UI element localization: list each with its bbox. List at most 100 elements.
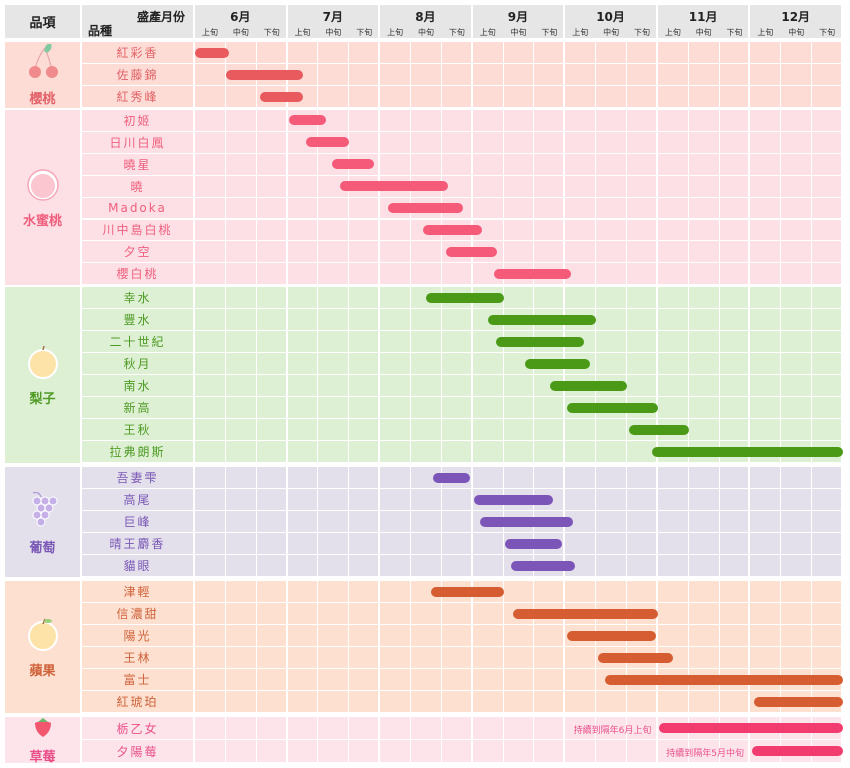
decade-label: 上旬 — [387, 28, 404, 37]
variety-row: 王秋 — [82, 419, 843, 440]
grid-cell — [318, 717, 349, 739]
grid-cell — [195, 669, 225, 690]
grid-cell — [534, 131, 564, 153]
variety-row: 拉弗朗斯 — [82, 441, 843, 462]
grid-cell — [812, 467, 841, 488]
grid-cell — [565, 42, 596, 63]
variety-row: 初姬 — [82, 110, 843, 131]
grid-cell — [225, 603, 256, 624]
grid-cell — [627, 555, 656, 576]
grid-cell — [411, 309, 441, 330]
grid-cell — [719, 625, 749, 646]
variety-label: 巨峰 — [82, 511, 193, 532]
season-bar — [566, 630, 657, 641]
grid-cell — [534, 153, 564, 175]
grid-cell — [472, 263, 503, 285]
decade-label: 中旬 — [325, 28, 342, 37]
grid-cell — [318, 511, 349, 532]
season-bar — [426, 292, 504, 303]
grid-cell — [596, 263, 626, 285]
grid-cell — [195, 603, 225, 624]
grid-cell — [411, 691, 441, 712]
grid-cell — [195, 555, 225, 576]
grid-cell — [318, 555, 349, 576]
grid-cell — [688, 419, 719, 440]
variety-label: 紅秀峰 — [82, 86, 193, 107]
grid-cell — [287, 555, 318, 576]
grid-cell — [627, 175, 656, 197]
grid-cell — [256, 511, 286, 532]
season-bar — [423, 224, 482, 235]
grid-cell — [287, 263, 318, 285]
grid-cell — [688, 603, 719, 624]
grid-cell — [657, 375, 688, 396]
grid-cell — [596, 581, 626, 602]
grid-cell — [411, 42, 441, 63]
grid-cell — [688, 64, 719, 85]
grid-cell — [565, 511, 596, 532]
grid-cell — [657, 511, 688, 532]
grid-cell — [812, 581, 841, 602]
grid-cell — [812, 625, 841, 646]
grid-cell — [812, 511, 841, 532]
variety-row: 紅秀峰 — [82, 86, 843, 107]
grid-cell — [657, 625, 688, 646]
grid-cell — [225, 86, 256, 107]
season-bar — [753, 696, 843, 707]
grid-cell — [256, 419, 286, 440]
grid-cell — [503, 64, 534, 85]
header-month-4: 10月 上旬 中旬 下旬 — [565, 5, 656, 38]
variety-row: 曉 — [82, 175, 843, 197]
grid-cell — [534, 397, 564, 418]
decade-label: 中旬 — [510, 28, 527, 37]
grid-cell — [472, 331, 503, 352]
grid-cell — [318, 331, 349, 352]
variety-label: 豐水 — [82, 309, 193, 330]
grid-cell — [256, 625, 286, 646]
season-bar — [474, 494, 553, 505]
grid-cell — [411, 110, 441, 131]
grid-cell — [441, 555, 471, 576]
grid-cell — [411, 263, 441, 285]
grid-cell — [781, 419, 812, 440]
variety-label: 晴王麝香 — [82, 533, 193, 554]
grid-cell — [411, 419, 441, 440]
grid-cell — [750, 287, 781, 308]
grid-cell — [318, 441, 349, 462]
variety-row: 紅琥珀 — [82, 691, 843, 712]
grid-cell — [411, 669, 441, 690]
grid-cell — [688, 153, 719, 175]
grid-cell — [812, 353, 841, 374]
grid-cell — [812, 241, 841, 263]
grid-cell — [380, 353, 410, 374]
grid-cell — [688, 42, 719, 63]
grid-cell — [380, 581, 410, 602]
variety-label: 二十世紀 — [82, 331, 193, 352]
grid-cell — [380, 287, 410, 308]
grid-cell — [225, 740, 256, 762]
grid-cell — [256, 175, 286, 197]
grid-cell — [225, 131, 256, 153]
grid-cell — [503, 740, 534, 762]
grid-cell — [349, 717, 379, 739]
grid-cell — [195, 419, 225, 440]
variety-row: 夕陽莓 持續到隔年5月中旬 — [82, 740, 843, 762]
grid-cell — [657, 241, 688, 263]
grid-cell — [318, 647, 349, 668]
grid-cell — [318, 489, 349, 510]
grid-cell — [750, 603, 781, 624]
variety-row: 新高 — [82, 397, 843, 418]
grid-cell — [750, 42, 781, 63]
grid-cell — [472, 691, 503, 712]
grid-cell — [349, 441, 379, 462]
grid-cell — [256, 669, 286, 690]
variety-row: 日川白鳳 — [82, 131, 843, 153]
grid-cell — [318, 197, 349, 219]
grid-cell — [596, 131, 626, 153]
grid-cell — [380, 555, 410, 576]
grid-cell — [380, 647, 410, 668]
grid-cell — [287, 309, 318, 330]
season-note: 持續到隔年5月中旬 — [666, 748, 744, 759]
grid-cell — [781, 625, 812, 646]
variety-label: 拉弗朗斯 — [82, 441, 193, 462]
